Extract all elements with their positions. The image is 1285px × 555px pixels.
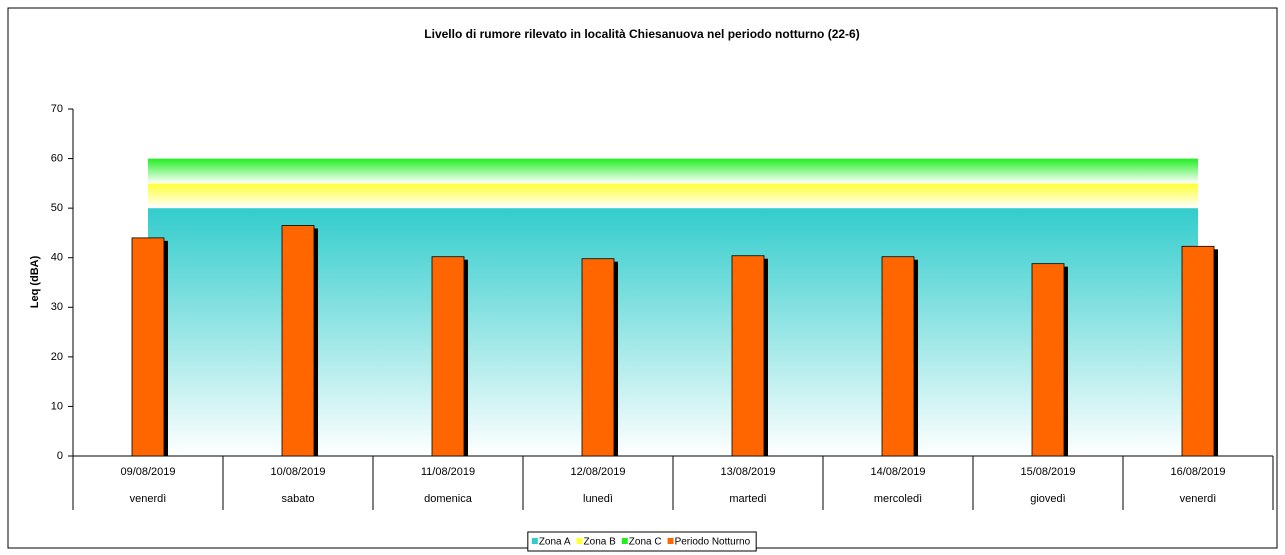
y-tick-label: 70 — [51, 103, 63, 115]
x-tick-label: 13/08/2019 — [720, 466, 775, 478]
bar — [1181, 245, 1215, 457]
y-tick-label: 20 — [51, 351, 63, 363]
chart-title: Livello di rumore rilevato in località C… — [424, 27, 859, 41]
x-tick-label: 14/08/2019 — [870, 466, 925, 478]
x-weekday-label: venerdì — [1180, 493, 1217, 505]
x-tick-label: 11/08/2019 — [421, 466, 475, 478]
bar — [881, 256, 915, 457]
y-axis-label: Leq (dBA) — [29, 255, 41, 308]
area — [148, 208, 1198, 456]
legend-swatch — [576, 538, 583, 544]
legend-label: Periodo Notturno — [675, 537, 751, 548]
y-tick-label: 30 — [51, 301, 63, 313]
x-tick-label: 09/08/2019 — [120, 466, 175, 478]
bar — [1031, 263, 1065, 457]
x-weekday-label: sabato — [281, 493, 314, 505]
legend-swatch — [621, 538, 628, 544]
x-weekday-label: lunedì — [583, 493, 613, 505]
legend-label: Zona B — [584, 537, 617, 548]
legend: Zona A Zona B Zona C Periodo Notturno — [527, 531, 757, 552]
x-weekday-label: domenica — [424, 493, 473, 505]
bar — [731, 255, 765, 457]
bar — [581, 258, 615, 457]
legend-label: Zona A — [539, 537, 571, 548]
x-weekday-label: venerdì — [130, 493, 167, 505]
legend-box — [527, 531, 757, 552]
area — [148, 183, 1198, 209]
y-tick-label: 10 — [51, 400, 63, 412]
x-weekday-label: giovedì — [1030, 493, 1065, 505]
bar — [281, 225, 315, 457]
y-tick-label: 0 — [57, 450, 63, 462]
x-tick-label: 12/08/2019 — [570, 466, 625, 478]
x-tick-label: 16/08/2019 — [1170, 466, 1225, 478]
legend-swatch — [531, 538, 538, 544]
y-tick-label: 50 — [51, 202, 63, 214]
legend-swatch — [667, 538, 674, 544]
legend-label: Zona C — [629, 537, 662, 548]
x-weekday-label: martedì — [729, 493, 766, 505]
bar — [131, 237, 165, 457]
bar — [431, 256, 465, 457]
y-tick-label: 40 — [51, 252, 63, 264]
x-tick-label: 10/08/2019 — [270, 466, 325, 478]
x-tick-label: 15/08/2019 — [1020, 466, 1075, 478]
x-weekday-label: mercoledì — [874, 493, 922, 505]
area — [148, 158, 1198, 184]
y-tick-label: 60 — [51, 152, 63, 164]
